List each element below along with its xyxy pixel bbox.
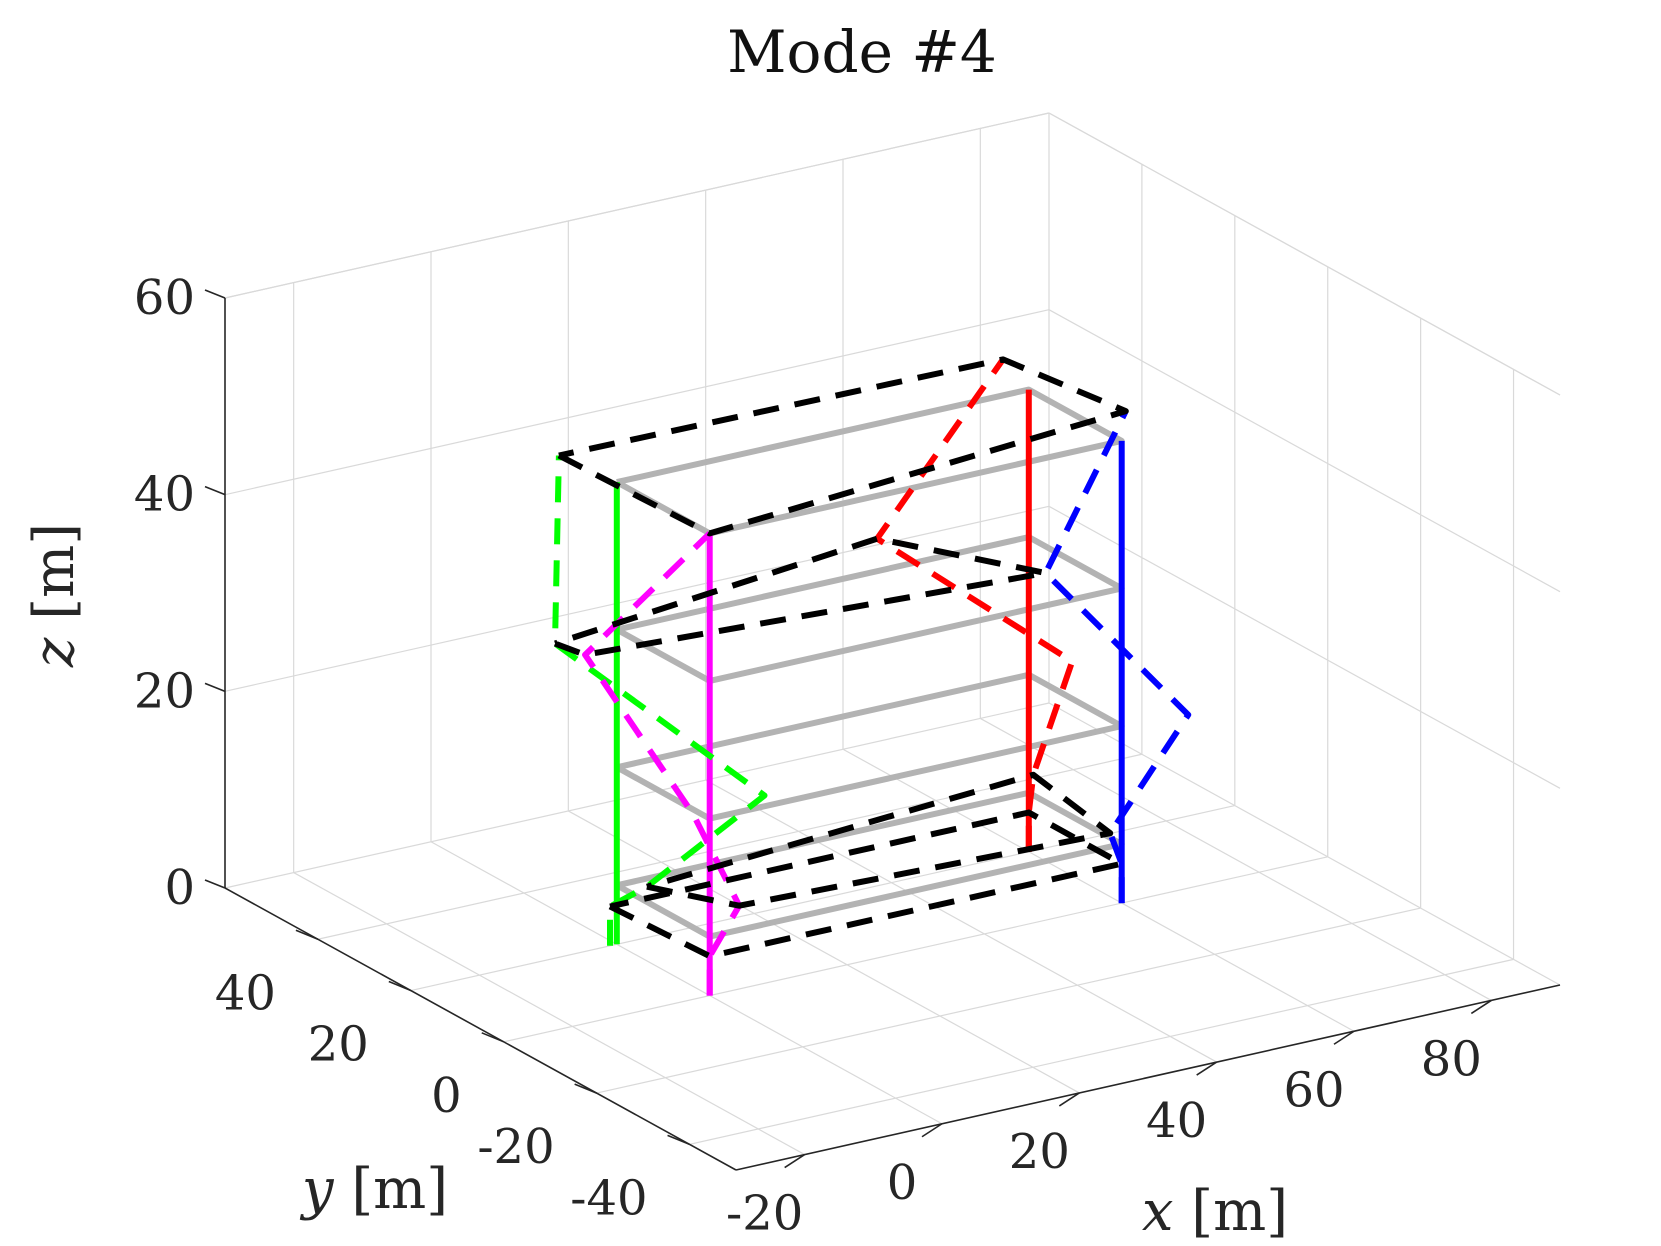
x-tick	[1058, 1092, 1080, 1107]
y-tick	[295, 929, 319, 941]
y-tick	[574, 1083, 597, 1094]
y-axis-line	[224, 887, 737, 1171]
grid-line-z-backwall	[224, 702, 1050, 889]
z-tick-label: 40	[134, 467, 195, 523]
deformed-column-line	[874, 357, 1076, 852]
x-tick-label: -20	[726, 1186, 803, 1242]
x-tick	[784, 1153, 806, 1169]
z-tick	[204, 682, 226, 693]
deformed-floors-polygon	[646, 771, 1114, 909]
grid-line-y-floor	[410, 804, 1235, 992]
x-tick-label: 0	[887, 1155, 918, 1211]
grid-line-y-floor	[596, 907, 1421, 1094]
deformed-column-line	[1042, 409, 1192, 904]
axis-text: Mode #4 x [m] y [m] z [m] -20 0 20 40 60 80 -4…	[22, 18, 1482, 1244]
z-tick	[204, 485, 226, 496]
grid-line-y-floor	[503, 856, 1328, 1043]
chart-title: Mode #4	[727, 18, 997, 86]
y-axis-label: y [m]	[299, 1157, 448, 1222]
undeformed-floors-polygon	[615, 386, 1125, 537]
grid-line-z-backwall	[224, 505, 1050, 692]
y-tick	[388, 980, 412, 992]
deformed-floors-polygon	[608, 809, 1125, 960]
z-axis-label: z [m]	[22, 523, 87, 668]
grid-line-z-backwall	[224, 309, 1050, 496]
x-tick	[921, 1123, 943, 1138]
axes	[204, 289, 1561, 1171]
x-tick-label: 40	[1146, 1093, 1207, 1149]
x-tick	[1333, 1030, 1355, 1045]
deformed-floors-polygon	[557, 356, 1129, 537]
grid-line-y-floor	[317, 753, 1143, 940]
x-tick-label: 80	[1421, 1031, 1482, 1087]
grid-line-x-floor	[980, 717, 1492, 1001]
grid-line-x-floor	[568, 810, 1080, 1094]
grid-line-x-floor	[430, 841, 943, 1125]
undeformed-floors-polygon	[615, 534, 1125, 684]
grid-line-z-sidewall	[1048, 505, 1561, 789]
z-tick	[204, 879, 226, 889]
z-tick-label: 20	[134, 663, 195, 719]
x-tick	[1196, 1061, 1218, 1076]
box-edge	[224, 112, 1050, 299]
deformed-column-line	[552, 455, 768, 946]
grid-line-z-sidewall	[1048, 702, 1561, 986]
x-tick	[1470, 999, 1492, 1015]
grid-line-x-floor	[705, 779, 1217, 1063]
grid-line-x-floor	[842, 748, 1355, 1032]
data-series	[552, 356, 1192, 996]
y-tick-label: -20	[477, 1119, 554, 1175]
x-axis-label: x [m]	[1142, 1179, 1288, 1244]
z-tick	[204, 289, 226, 299]
grid-line-z-sidewall	[1048, 309, 1561, 593]
undeformed-floors-polygon	[615, 789, 1125, 940]
y-tick-label: 0	[431, 1068, 462, 1124]
box-edge	[1048, 112, 1561, 396]
y-tick	[481, 1032, 505, 1043]
y-tick-label: 40	[215, 965, 276, 1021]
grid-line-y-floor	[689, 958, 1514, 1145]
y-tick-label: 20	[308, 1017, 369, 1073]
x-tick-label: 60	[1283, 1062, 1344, 1118]
deformed-column-line	[582, 531, 743, 996]
grid-line-x-floor	[293, 872, 805, 1156]
deformed-floors-polygon	[553, 535, 1049, 658]
y-tick-label: -40	[570, 1170, 647, 1226]
x-axis-line	[735, 984, 1561, 1171]
z-tick-label: 60	[134, 270, 195, 326]
z-tick-label: 0	[164, 860, 195, 916]
x-tick-label: 20	[1009, 1124, 1070, 1180]
y-tick	[667, 1134, 690, 1146]
